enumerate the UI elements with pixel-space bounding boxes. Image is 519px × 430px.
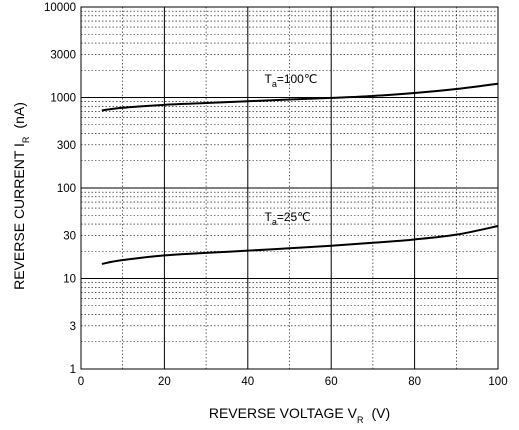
grid <box>81 7 498 369</box>
series-line <box>101 82 499 112</box>
x-axis-label: REVERSE VOLTAGE VR (V) <box>209 405 390 425</box>
x-tick-label: 100 <box>488 376 507 388</box>
y-tick-label: 3 <box>70 321 76 333</box>
x-tick-label: 40 <box>241 376 254 388</box>
series-label: Ta=25℃ <box>264 210 310 227</box>
y-tick-label: 30 <box>63 230 76 242</box>
y-tick-label: 1 <box>70 364 76 376</box>
y-tick-label: 100 <box>57 183 76 195</box>
series-group: Ta=100℃ Ta=25℃ <box>101 72 499 265</box>
x-tick-label: 0 <box>78 376 84 388</box>
y-tick-label: 10 <box>63 274 76 286</box>
y-tick-labels: 1 3 10 30 100 300 1000 3000 10000 <box>44 2 76 376</box>
y-tick-label: 1000 <box>50 93 76 105</box>
series-label: Ta=100℃ <box>264 72 317 89</box>
y-tick-label: 10000 <box>44 2 76 14</box>
x-tick-label: 80 <box>408 376 421 388</box>
plot-frame <box>80 6 499 370</box>
series-line <box>101 225 499 265</box>
y-tick-label: 300 <box>57 140 76 152</box>
x-tick-label: 20 <box>158 376 171 388</box>
x-tick-label: 60 <box>325 376 338 388</box>
y-axis-label: REVERSE CURRENT IR(nA) <box>11 102 31 290</box>
x-tick-labels: 0 20 40 60 80 100 <box>78 376 508 388</box>
y-tick-label: 3000 <box>50 49 76 61</box>
